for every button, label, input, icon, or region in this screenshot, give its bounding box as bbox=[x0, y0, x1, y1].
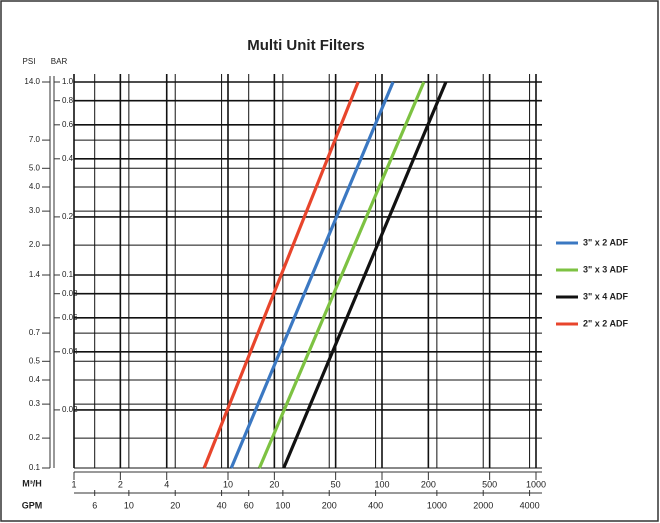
x-tick-label: 20 bbox=[269, 479, 279, 489]
x2-tick-label: 60 bbox=[244, 500, 254, 510]
y2-tick-label: 5.0 bbox=[29, 163, 41, 172]
y-tick-label: 0.06 bbox=[62, 313, 78, 322]
x-tick-label: 100 bbox=[374, 479, 389, 489]
x2-tick-label: 100 bbox=[275, 500, 290, 510]
x2-tick-label: 400 bbox=[368, 500, 383, 510]
y2-tick-label: 0.1 bbox=[29, 463, 41, 472]
y-tick-label: 0.2 bbox=[62, 212, 74, 221]
y2-axis-label: PSI bbox=[23, 57, 36, 66]
series-line bbox=[202, 81, 360, 469]
chart-title: Multi Unit Filters bbox=[247, 37, 365, 54]
y-tick-label: 0.08 bbox=[62, 289, 78, 298]
y-tick-label: 0.4 bbox=[62, 154, 74, 163]
y2-tick-label: 3.0 bbox=[29, 206, 41, 215]
series-line bbox=[282, 81, 448, 469]
y-tick-label: 0.1 bbox=[62, 270, 74, 279]
x-tick-label: 1 bbox=[71, 479, 76, 489]
x2-tick-label: 20 bbox=[170, 500, 180, 510]
y2-tick-label: 1.4 bbox=[29, 270, 41, 279]
x2-tick-label: 40 bbox=[217, 500, 227, 510]
x-tick-label: 1000 bbox=[526, 479, 546, 489]
x-tick-label: 200 bbox=[421, 479, 436, 489]
y2-tick-label: 7.0 bbox=[29, 135, 41, 144]
series-line bbox=[229, 81, 395, 469]
y2-tick-label: 0.5 bbox=[29, 356, 41, 365]
x-tick-label: 2 bbox=[118, 479, 123, 489]
y-tick-label: 1.0 bbox=[62, 77, 74, 86]
y2-tick-label: 14.0 bbox=[24, 77, 40, 86]
legend-label: 3" x 3 ADF bbox=[583, 264, 628, 274]
x-tick-label: 4 bbox=[164, 479, 169, 489]
x-tick-label: 500 bbox=[482, 479, 497, 489]
x2-tick-label: 200 bbox=[322, 500, 337, 510]
x-tick-label: 50 bbox=[331, 479, 341, 489]
x2-tick-label: 6 bbox=[92, 500, 97, 510]
x2-tick-label: 2000 bbox=[473, 500, 493, 510]
series-line bbox=[257, 81, 426, 469]
y2-tick-label: 0.7 bbox=[29, 328, 41, 337]
x2-axis-label: GPM bbox=[22, 500, 43, 510]
y2-tick-label: 2.0 bbox=[29, 240, 41, 249]
x2-tick-label: 1000 bbox=[427, 500, 447, 510]
y2-tick-label: 0.3 bbox=[29, 399, 41, 408]
legend-label: 2" x 2 ADF bbox=[583, 318, 628, 328]
y-tick-label: 0.04 bbox=[62, 347, 78, 356]
y-tick-label: 0.02 bbox=[62, 405, 78, 414]
y2-tick-label: 0.2 bbox=[29, 433, 41, 442]
x2-tick-label: 4000 bbox=[520, 500, 540, 510]
y-axis-label: BAR bbox=[51, 57, 68, 66]
x-axis-label: M³/H bbox=[22, 478, 42, 488]
y2-tick-label: 4.0 bbox=[29, 182, 41, 191]
y-tick-label: 0.6 bbox=[62, 120, 74, 129]
legend-label: 3" x 4 ADF bbox=[583, 291, 628, 301]
y-tick-label: 0.8 bbox=[62, 96, 74, 105]
x-tick-label: 10 bbox=[223, 479, 233, 489]
legend-label: 3" x 2 ADF bbox=[583, 237, 628, 247]
y2-tick-label: 0.4 bbox=[29, 375, 41, 384]
x2-tick-label: 10 bbox=[124, 500, 134, 510]
